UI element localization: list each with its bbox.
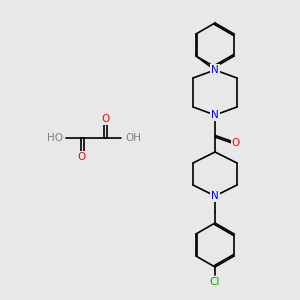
Text: N: N: [211, 110, 219, 120]
Text: Cl: Cl: [210, 277, 220, 287]
Text: HO: HO: [47, 133, 63, 143]
Text: N: N: [211, 191, 219, 201]
Text: O: O: [101, 114, 109, 124]
Text: O: O: [78, 152, 86, 162]
Text: N: N: [211, 65, 219, 75]
Text: OH: OH: [125, 133, 141, 143]
Text: O: O: [232, 138, 240, 148]
